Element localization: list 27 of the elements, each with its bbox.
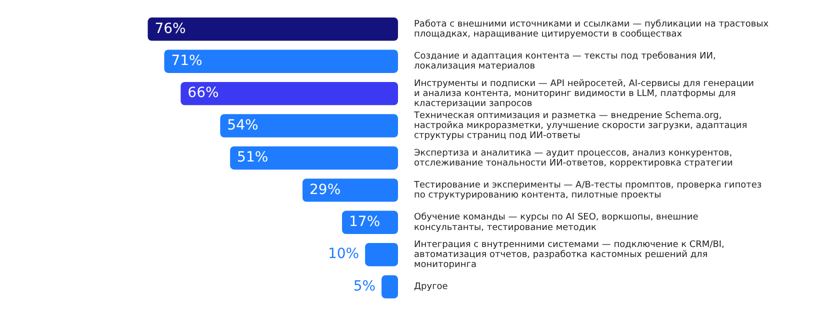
bar [382, 275, 398, 298]
bar [164, 50, 398, 73]
y-tick-label: Тестирование и эксперименты — A/B-тесты промптов, проверка гипотез по структурированию контента, пилотные проекты [413, 180, 762, 201]
data-label: 66% [188, 85, 219, 102]
y-tick-label: Обучение команды — курсы по AI SEO, воркшопы, внешние консультанты, тестирование методик [414, 212, 699, 233]
y-tick-label: Инструменты и подписки — API нейросетей, AI-сервисы для генерации и анализа контента, мониторинг видимости в LLM, платформы для кластеризации запросов [414, 78, 754, 109]
y-tick-label: Экспертиза и аналитика — аудит процессов, анализ конкурентов, отслеживание тональности ИИ-ответов, корректировка стратегии [414, 148, 734, 168]
data-label: 76% [154, 20, 186, 37]
data-label: 29% [310, 182, 341, 198]
data-label: 10% [328, 246, 360, 262]
bar [302, 178, 398, 202]
y-tick-label: Интеграция с внутренними системами — подключение к CRM/BI, автоматизация отчетов, разработка кастомных решений для мониторинга [414, 240, 724, 270]
bar [230, 146, 398, 170]
bar [220, 114, 398, 138]
bar [342, 210, 398, 234]
data-label: 71% [171, 52, 202, 69]
y-tick-label: Работа с внешними источниками и ссылками — публикации на трастовых площадках, наращивание цитируемости в сообществах [414, 19, 770, 40]
data-label: 54% [227, 117, 258, 134]
data-label: 51% [237, 150, 268, 166]
bar [180, 82, 398, 106]
bar [148, 18, 398, 41]
y-tick-label: Техническая оптимизация и разметка — внедрение Schema.org, настройка микроразметки, улучшение скорости загрузки, адаптация структуры страниц под ИИ-ответы [413, 111, 748, 142]
data-label: 5% [353, 278, 376, 294]
y-tick-label: Создание и адаптация контента — тексты под требования ИИ, локализация материалов [414, 52, 716, 72]
y-tick-label: Другое [414, 282, 448, 292]
bar [365, 243, 398, 266]
data-label: 17% [349, 214, 380, 230]
